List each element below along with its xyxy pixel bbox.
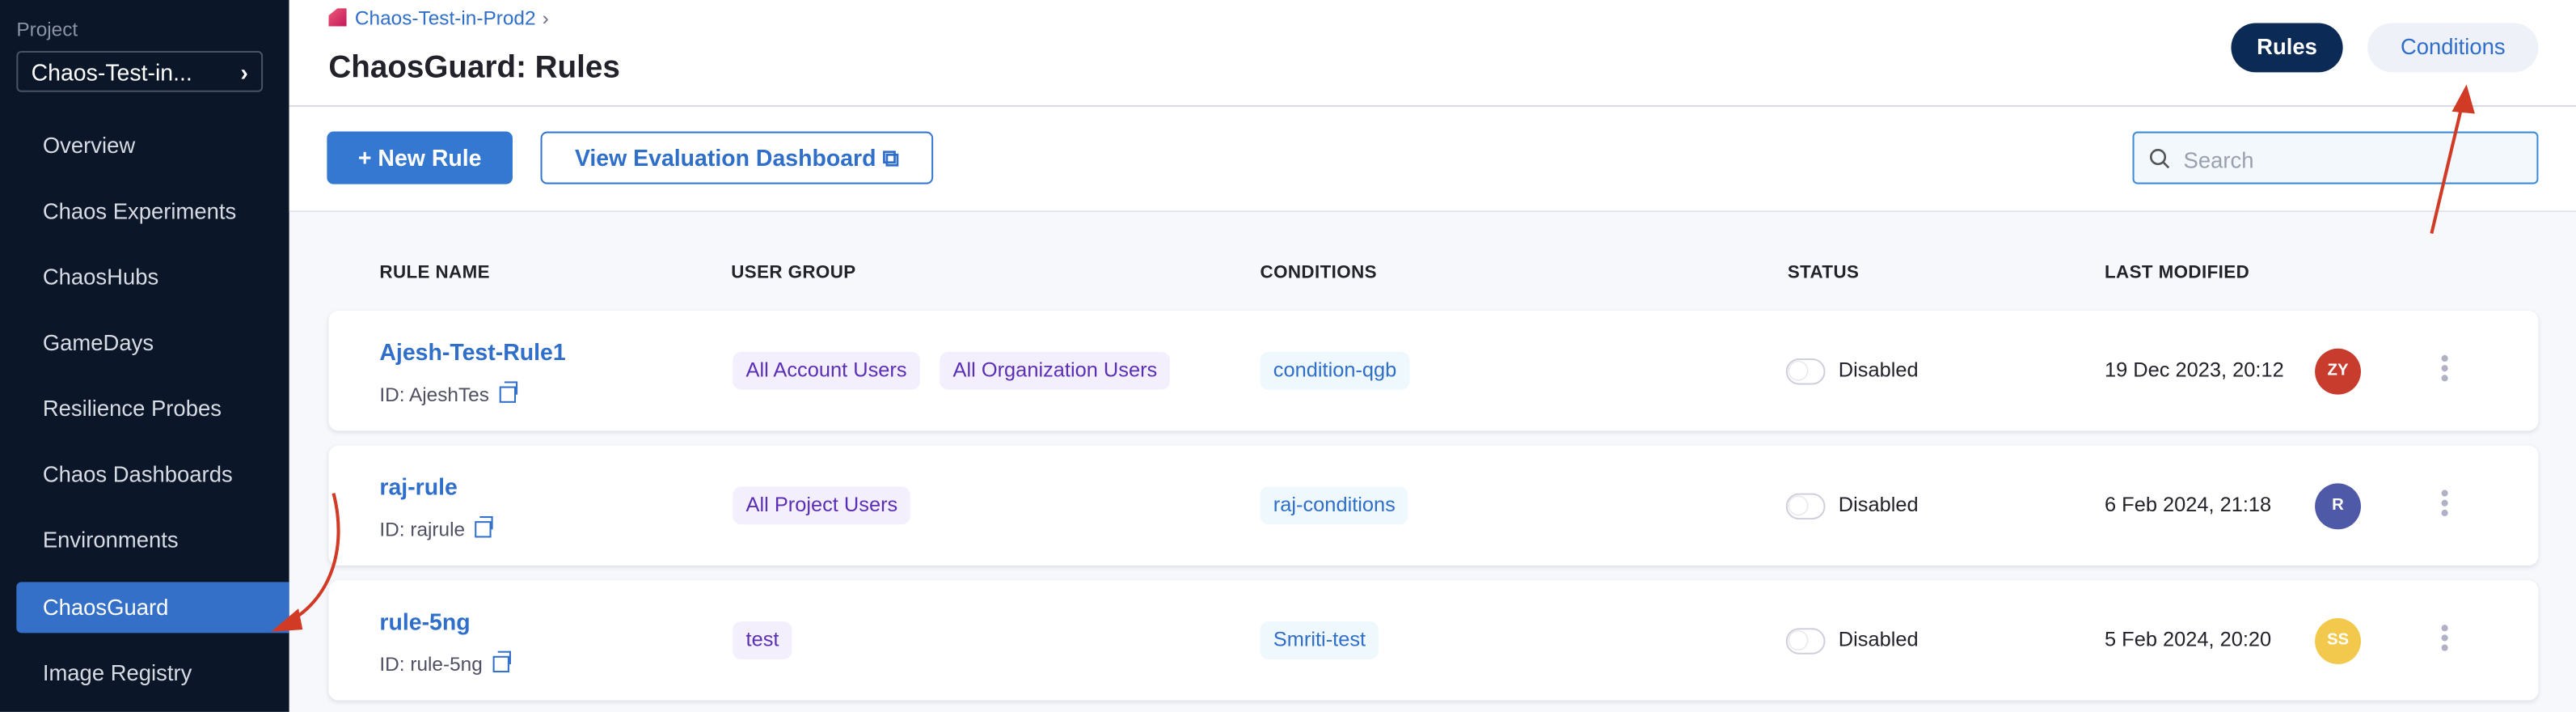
status-toggle[interactable] <box>1785 493 1826 520</box>
status-toggle[interactable] <box>1785 628 1826 655</box>
table-row[interactable]: Ajesh-Test-Rule1 ID: AjeshTes All Accoun… <box>328 311 2539 431</box>
view-dashboard-label: View Evaluation Dashboard <box>574 144 876 172</box>
sidebar-item-chaos-experiments[interactable]: Chaos Experiments <box>42 198 237 224</box>
column-header-rule-name: RULE NAME <box>379 263 490 283</box>
status-text: Disabled <box>1838 358 1919 382</box>
tab-conditions[interactable]: Conditions <box>2367 23 2539 73</box>
rule-name-link[interactable]: rule-5ng <box>379 608 471 635</box>
user-group-tag: All Account Users <box>733 351 920 390</box>
sidebar-item-chaoshubs[interactable]: ChaosHubs <box>42 265 159 290</box>
sidebar-item-chaos-dashboards[interactable]: Chaos Dashboards <box>42 461 233 487</box>
rule-id: ID: rajrule <box>379 516 493 541</box>
breadcrumb-project[interactable]: Chaos-Test-in-Prod2 <box>354 6 536 30</box>
toolbar: + New Rule View Evaluation Dashboard ⧉ <box>289 107 2576 213</box>
chevron-right-icon: › <box>542 6 549 30</box>
avatar: R <box>2315 483 2361 530</box>
project-name: Chaos-Test-in... <box>31 59 192 86</box>
table-row[interactable]: raj-rule ID: rajrule All Project Users r… <box>328 445 2539 566</box>
user-group-tag: All Project Users <box>733 486 911 525</box>
page-title: ChaosGuard: Rules <box>328 50 620 86</box>
last-modified: 5 Feb 2024, 20:20 <box>2104 628 2272 651</box>
copy-icon[interactable] <box>499 381 517 403</box>
status-text: Disabled <box>1838 628 1919 651</box>
project-label: Project <box>16 18 78 41</box>
sidebar-item-image-registry[interactable]: Image Registry <box>42 660 192 686</box>
rule-name-link[interactable]: raj-rule <box>379 473 458 500</box>
more-options-icon[interactable] <box>2441 625 2448 655</box>
new-rule-label: New Rule <box>378 144 482 172</box>
external-link-icon: ⧉ <box>882 144 899 172</box>
column-header-status: STATUS <box>1787 263 1860 283</box>
user-group-tag: All Organization Users <box>940 351 1171 390</box>
rule-id-text: ID: AjeshTes <box>379 383 489 406</box>
table-row[interactable]: rule-5ng ID: rule-5ng test Smriti-test D… <box>328 580 2539 701</box>
rule-id-text: ID: rule-5ng <box>379 652 483 676</box>
breadcrumb[interactable]: Chaos-Test-in-Prod2 › <box>328 6 549 30</box>
column-header-user-group: USER GROUP <box>731 263 856 283</box>
condition-tag[interactable]: raj-conditions <box>1260 486 1409 525</box>
sidebar: Project Chaos-Test-in... › Overview Chao… <box>0 0 289 712</box>
search-box[interactable] <box>2132 131 2539 186</box>
rule-id: ID: AjeshTes <box>379 381 517 406</box>
avatar: ZY <box>2315 348 2361 395</box>
rule-id: ID: rule-5ng <box>379 651 511 676</box>
tab-rules[interactable]: Rules <box>2231 23 2343 73</box>
condition-tag[interactable]: Smriti-test <box>1260 621 1379 659</box>
sidebar-item-gamedays[interactable]: GameDays <box>42 330 154 355</box>
status-text: Disabled <box>1838 493 1919 517</box>
sidebar-item-chaosguard[interactable]: ChaosGuard <box>16 582 289 634</box>
more-options-icon[interactable] <box>2441 490 2448 520</box>
rule-name-link[interactable]: Ajesh-Test-Rule1 <box>379 338 566 366</box>
avatar: SS <box>2315 618 2361 664</box>
project-selector[interactable]: Chaos-Test-in... › <box>16 50 264 92</box>
new-rule-button[interactable]: + New Rule <box>327 131 513 184</box>
more-options-icon[interactable] <box>2441 354 2448 385</box>
search-input[interactable] <box>2180 133 2532 186</box>
chevron-right-icon: › <box>240 59 248 86</box>
rule-id-text: ID: rajrule <box>379 518 466 541</box>
last-modified: 6 Feb 2024, 21:18 <box>2104 493 2272 517</box>
sidebar-item-resilience-probes[interactable]: Resilience Probes <box>42 396 222 422</box>
user-group-tag: test <box>733 621 792 659</box>
sidebar-item-environments[interactable]: Environments <box>42 528 179 553</box>
copy-icon[interactable] <box>475 516 493 538</box>
sidebar-item-overview[interactable]: Overview <box>42 133 136 159</box>
copy-icon[interactable] <box>492 651 511 673</box>
column-header-last-modified: LAST MODIFIED <box>2104 263 2250 283</box>
search-icon <box>2149 148 2170 169</box>
page-header: Chaos-Test-in-Prod2 › ChaosGuard: Rules R… <box>289 0 2576 108</box>
condition-tag[interactable]: condition-qgb <box>1260 351 1410 390</box>
last-modified: 19 Dec 2023, 20:12 <box>2104 358 2284 382</box>
view-evaluation-dashboard-button[interactable]: View Evaluation Dashboard ⧉ <box>540 131 934 184</box>
plus-icon: + <box>357 144 378 172</box>
chaos-logo-icon <box>328 8 347 27</box>
column-header-conditions: CONDITIONS <box>1260 263 1377 283</box>
status-toggle[interactable] <box>1785 358 1826 385</box>
